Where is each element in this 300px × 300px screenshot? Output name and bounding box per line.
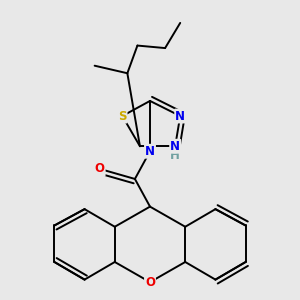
Text: H: H (170, 148, 180, 161)
Text: N: N (170, 140, 180, 153)
Text: N: N (175, 110, 185, 122)
Text: O: O (145, 276, 155, 289)
Text: S: S (118, 110, 127, 122)
Text: N: N (145, 145, 155, 158)
Text: O: O (95, 162, 105, 176)
